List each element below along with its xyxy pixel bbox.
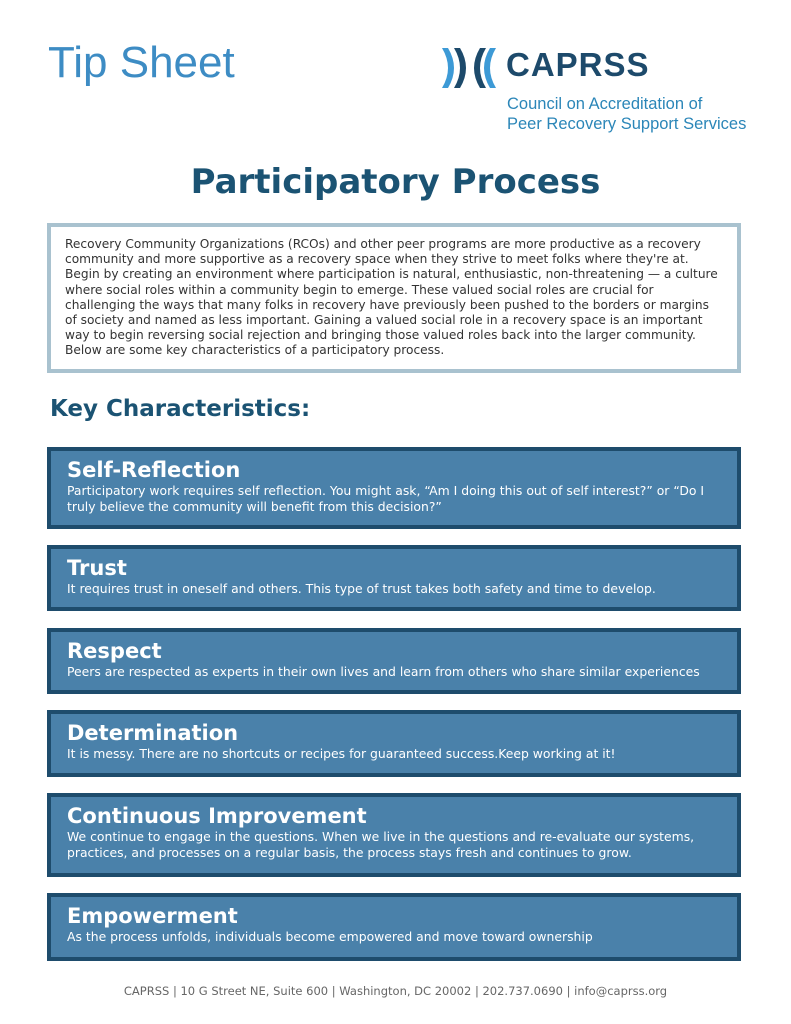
card-self-reflection: Self-Reflection Participatory work requir… bbox=[47, 447, 741, 529]
card-title: Continuous Improvement bbox=[67, 804, 367, 828]
logo-name: CAPRSS bbox=[506, 46, 650, 83]
caprss-logo: CAPRSS Council on Accreditation of Peer … bbox=[440, 44, 760, 139]
page-title: Participatory Process bbox=[190, 162, 601, 202]
logo-subtitle: Council on Accreditation of Peer Recover… bbox=[507, 94, 746, 134]
tip-sheet-label: Tip Sheet bbox=[48, 38, 235, 87]
card-text: It is messy. There are no shortcuts or r… bbox=[67, 746, 616, 761]
card-text: Peers are respected as experts in their … bbox=[67, 664, 700, 679]
card-trust: Trust It requires trust in oneself and ot… bbox=[47, 545, 741, 611]
logo-subtitle-line1: Council on Accreditation of bbox=[507, 95, 703, 113]
card-respect: Respect Peers are respected as experts in… bbox=[47, 628, 741, 694]
card-text: As the process unfolds, individuals beco… bbox=[67, 929, 593, 944]
intro-box: Recovery Community Organizations (RCOs) … bbox=[47, 223, 741, 373]
card-empowerment: Empowerment As the process unfolds, indiv… bbox=[47, 893, 741, 961]
footer-contact: CAPRSS | 10 G Street NE, Suite 600 | Was… bbox=[123, 984, 668, 998]
card-title: Self-Reflection bbox=[67, 458, 241, 482]
card-title: Determination bbox=[67, 721, 239, 745]
card-determination: Determination It is messy. There are no s… bbox=[47, 710, 741, 777]
section-heading: Key Characteristics: bbox=[50, 396, 311, 422]
card-title: Respect bbox=[67, 639, 162, 663]
card-text: We continue to engage in the questions. … bbox=[67, 829, 695, 860]
card-title: Empowerment bbox=[67, 904, 238, 928]
caprss-chevrons-icon bbox=[442, 48, 496, 88]
card-continuous-improvement: Continuous Improvement We continue to eng… bbox=[47, 793, 741, 877]
card-title: Trust bbox=[67, 556, 127, 580]
card-text: It requires trust in oneself and others.… bbox=[67, 581, 656, 596]
card-text: Participatory work requires self reflect… bbox=[67, 483, 705, 514]
logo-subtitle-line2: Peer Recovery Support Services bbox=[507, 115, 747, 133]
